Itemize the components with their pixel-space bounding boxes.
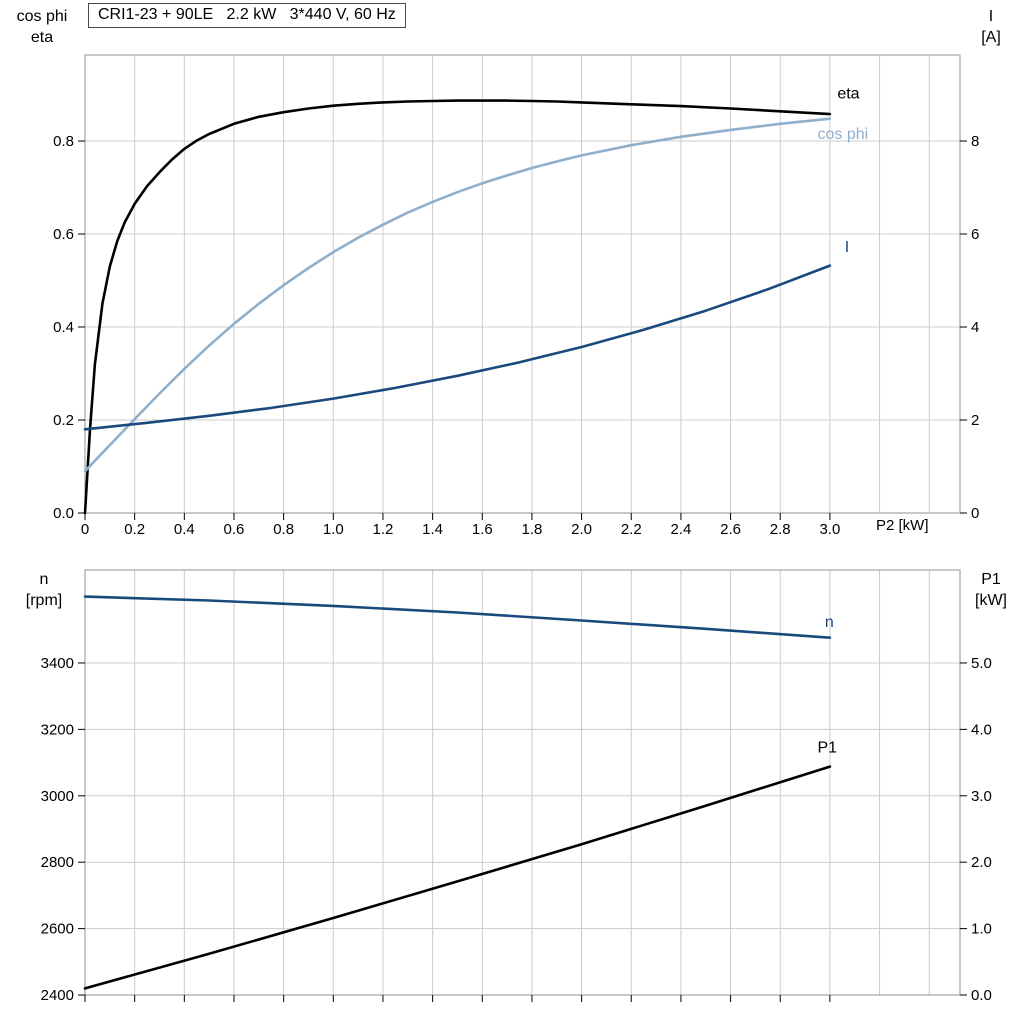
x-axis-label: P2 [kW]: [876, 517, 929, 534]
speed-axis-label: n: [39, 571, 49, 588]
svg-text:2400: 2400: [41, 987, 74, 1004]
svg-text:2.2: 2.2: [621, 521, 642, 538]
svg-text:8: 8: [971, 133, 979, 150]
svg-text:2.0: 2.0: [571, 521, 592, 538]
top-right-axis-label: I [A]: [962, 6, 1020, 48]
svg-text:1.8: 1.8: [522, 521, 543, 538]
curve-label-P1: P1: [817, 739, 837, 756]
p1-axis-label: P1: [981, 571, 1001, 588]
svg-text:3200: 3200: [41, 721, 74, 738]
curve-I: [83, 264, 832, 431]
curve-cos-phi: [83, 117, 832, 473]
svg-text:0.6: 0.6: [53, 226, 74, 243]
top-left-axis-label: cos phi eta: [0, 6, 84, 48]
svg-text:0.4: 0.4: [53, 319, 74, 336]
curve-label-eta: eta: [837, 86, 859, 103]
svg-text:0: 0: [81, 521, 89, 538]
svg-text:0.2: 0.2: [124, 521, 145, 538]
bottom-right-axis-label: P1 [kW]: [962, 569, 1020, 611]
curve-n: [83, 595, 832, 640]
svg-text:0.2: 0.2: [53, 412, 74, 429]
svg-text:0.0: 0.0: [53, 505, 74, 522]
curve-label-cos-phi: cos phi: [817, 126, 868, 143]
svg-text:2.8: 2.8: [770, 521, 791, 538]
svg-text:0.0: 0.0: [971, 987, 992, 1004]
svg-text:3.0: 3.0: [971, 788, 992, 805]
svg-text:3400: 3400: [41, 655, 74, 672]
svg-text:5.0: 5.0: [971, 655, 992, 672]
svg-text:6: 6: [971, 226, 979, 243]
current-axis-label: I: [988, 8, 994, 25]
svg-text:2.6: 2.6: [720, 521, 741, 538]
svg-text:2600: 2600: [41, 921, 74, 938]
svg-text:3000: 3000: [41, 788, 74, 805]
svg-text:1.0: 1.0: [971, 921, 992, 938]
bottom-left-axis-label: n [rpm]: [4, 569, 84, 611]
curve-label-n: n: [825, 614, 834, 631]
curve-eta: [83, 99, 832, 515]
svg-text:2.4: 2.4: [670, 521, 691, 538]
current-unit-label: [A]: [981, 29, 1001, 46]
cos-phi-axis-label: cos phi: [16, 8, 68, 25]
svg-text:1.0: 1.0: [323, 521, 344, 538]
svg-text:1.6: 1.6: [472, 521, 493, 538]
curve-P1: [83, 765, 832, 990]
speed-unit-label: [rpm]: [25, 592, 63, 609]
svg-text:0: 0: [971, 505, 979, 522]
eta-axis-label: eta: [30, 29, 54, 46]
svg-text:1.4: 1.4: [422, 521, 443, 538]
svg-text:2: 2: [971, 412, 979, 429]
svg-text:2.0: 2.0: [971, 854, 992, 871]
svg-text:0.8: 0.8: [53, 133, 74, 150]
svg-text:2800: 2800: [41, 854, 74, 871]
svg-text:1.2: 1.2: [373, 521, 394, 538]
p1-unit-label: [kW]: [975, 592, 1007, 609]
svg-text:3.0: 3.0: [819, 521, 840, 538]
svg-text:0.6: 0.6: [224, 521, 245, 538]
svg-text:0.4: 0.4: [174, 521, 195, 538]
pump-model-title-box: CRI1-23 + 90LE 2.2 kW 3*440 V, 60 Hz: [88, 3, 406, 28]
svg-text:0.8: 0.8: [273, 521, 294, 538]
svg-text:4: 4: [971, 319, 979, 336]
svg-text:4.0: 4.0: [971, 721, 992, 738]
curve-label-I: I: [845, 239, 849, 256]
